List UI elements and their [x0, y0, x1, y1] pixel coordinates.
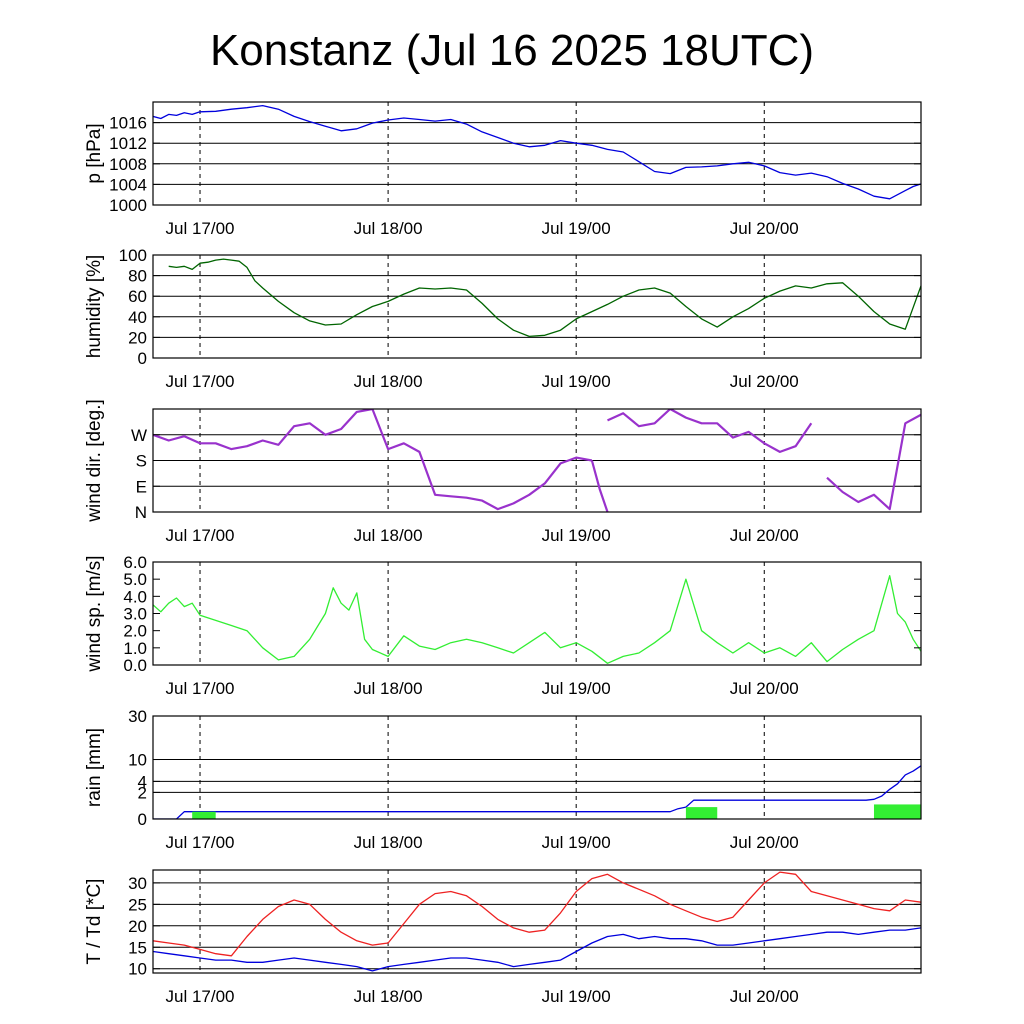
humidity-xtick-label: Jul 19/00 — [542, 372, 611, 391]
wind_direction-series-line — [153, 409, 593, 511]
humidity-xtick-label: Jul 20/00 — [730, 372, 799, 391]
wind_direction-series-line — [590, 460, 609, 512]
temperature-xtick-label: Jul 19/00 — [542, 987, 611, 1006]
wind_speed-ytick-label: 2.0 — [123, 622, 147, 641]
wind_speed-frame — [152, 561, 922, 666]
wind_direction-ytick-label: S — [136, 452, 147, 471]
wind_speed-xtick-label: Jul 19/00 — [542, 679, 611, 698]
temperature-ytick-label: 20 — [128, 917, 147, 936]
rain-ytick-label: 2 — [138, 783, 147, 802]
rain-ytick-label: 30 — [128, 707, 147, 726]
wind_speed-ytick-label: 4.0 — [123, 587, 147, 606]
rain-ylabel: rain [mm] — [84, 728, 105, 807]
rain-frame — [152, 715, 922, 820]
humidity-ytick-label: 0 — [138, 349, 147, 368]
wind_direction-series-line — [826, 413, 921, 511]
temperature-ytick-label: 15 — [128, 938, 147, 957]
humidity-frame — [152, 254, 922, 359]
humidity-series-line — [168, 258, 921, 338]
humidity-ylabel: humidity [%] — [84, 255, 105, 358]
pressure-ytick-label: 1008 — [109, 155, 147, 174]
wind_speed-ytick-label: 6.0 — [123, 553, 147, 572]
wind_direction-ytick-label: W — [131, 426, 147, 445]
temperature-series-line-T — [153, 871, 921, 957]
pressure-series-line — [153, 104, 921, 200]
temperature-xtick-label: Jul 18/00 — [354, 987, 423, 1006]
wind_direction-xtick-label: Jul 20/00 — [730, 526, 799, 545]
pressure-ylabel: p [hPa] — [84, 123, 105, 183]
temperature-xtick-label: Jul 20/00 — [730, 987, 799, 1006]
rain-ytick-label: 4 — [138, 772, 147, 791]
chart-title: Konstanz (Jul 16 2025 18UTC) — [209, 26, 815, 75]
pressure-xtick-label: Jul 17/00 — [166, 219, 235, 238]
pressure-xtick-label: Jul 20/00 — [730, 219, 799, 238]
wind_speed-xtick-label: Jul 17/00 — [166, 679, 235, 698]
humidity-xtick-label: Jul 18/00 — [354, 372, 423, 391]
wind_speed-ytick-label: 5.0 — [123, 570, 147, 589]
pressure-xtick-label: Jul 19/00 — [542, 219, 611, 238]
rain-series-line — [153, 765, 921, 819]
temperature-frame — [152, 869, 922, 974]
pressure-ytick-label: 1004 — [109, 175, 147, 194]
humidity-ytick-label: 20 — [128, 328, 147, 347]
wind_direction-xtick-label: Jul 18/00 — [354, 526, 423, 545]
wind_speed-xtick-label: Jul 18/00 — [354, 679, 423, 698]
rain-xtick-label: Jul 20/00 — [730, 833, 799, 852]
wind_speed-series-line — [153, 575, 921, 664]
rain-xtick-label: Jul 18/00 — [354, 833, 423, 852]
humidity-xtick-label: Jul 17/00 — [166, 372, 235, 391]
wind_direction-ylabel: wind dir. [deg.] — [84, 399, 105, 523]
pressure-ytick-label: 1000 — [109, 196, 147, 215]
rain-bar — [685, 807, 718, 819]
wind_direction-xtick-label: Jul 17/00 — [166, 526, 235, 545]
rain-bar — [192, 811, 216, 819]
temperature-ytick-label: 10 — [128, 960, 147, 979]
temperature-ylabel: T / Td [*C] — [84, 879, 105, 965]
humidity-ytick-label: 80 — [128, 267, 147, 286]
humidity-ytick-label: 60 — [128, 287, 147, 306]
wind_direction-ytick-label: N — [135, 503, 147, 522]
humidity-ytick-label: 100 — [119, 246, 147, 265]
rain-ytick-label: 0 — [138, 810, 147, 829]
wind_speed-ytick-label: 1.0 — [123, 639, 147, 658]
wind_direction-xtick-label: Jul 19/00 — [542, 526, 611, 545]
rain-xtick-label: Jul 17/00 — [166, 833, 235, 852]
wind_direction-ytick-label: E — [136, 477, 147, 496]
rain-ytick-label: 10 — [128, 751, 147, 770]
humidity-ytick-label: 40 — [128, 308, 147, 327]
wind_speed-xtick-label: Jul 20/00 — [730, 679, 799, 698]
temperature-series-line-Td — [153, 927, 921, 972]
wind_speed-ylabel: wind sp. [m/s] — [84, 555, 105, 672]
rain-bar — [873, 804, 921, 819]
pressure-ytick-label: 1012 — [109, 134, 147, 153]
rain-xtick-label: Jul 19/00 — [542, 833, 611, 852]
temperature-ytick-label: 25 — [128, 895, 147, 914]
pressure-ytick-label: 1016 — [109, 114, 147, 133]
pressure-frame — [152, 101, 922, 206]
temperature-ytick-label: 30 — [128, 874, 147, 893]
wind_speed-ytick-label: 3.0 — [123, 605, 147, 624]
wind_speed-ytick-label: 0.0 — [123, 656, 147, 675]
temperature-xtick-label: Jul 17/00 — [166, 987, 235, 1006]
wind_direction-series-line — [607, 409, 813, 453]
pressure-xtick-label: Jul 18/00 — [354, 219, 423, 238]
